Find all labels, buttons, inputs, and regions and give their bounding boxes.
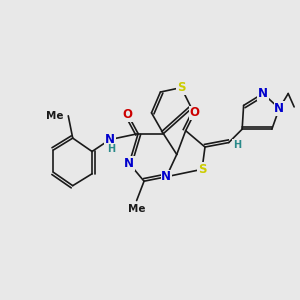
Text: H: H [107, 144, 116, 154]
Text: N: N [105, 133, 115, 146]
Text: O: O [190, 106, 200, 119]
Text: Me: Me [128, 203, 146, 214]
Text: S: S [198, 163, 206, 176]
Text: Me: Me [46, 111, 64, 121]
Text: N: N [161, 170, 171, 183]
Text: H: H [233, 140, 241, 150]
Text: N: N [124, 157, 134, 170]
Text: S: S [177, 81, 185, 94]
Text: N: N [274, 102, 284, 115]
Text: O: O [123, 108, 133, 121]
Text: N: N [258, 87, 268, 100]
